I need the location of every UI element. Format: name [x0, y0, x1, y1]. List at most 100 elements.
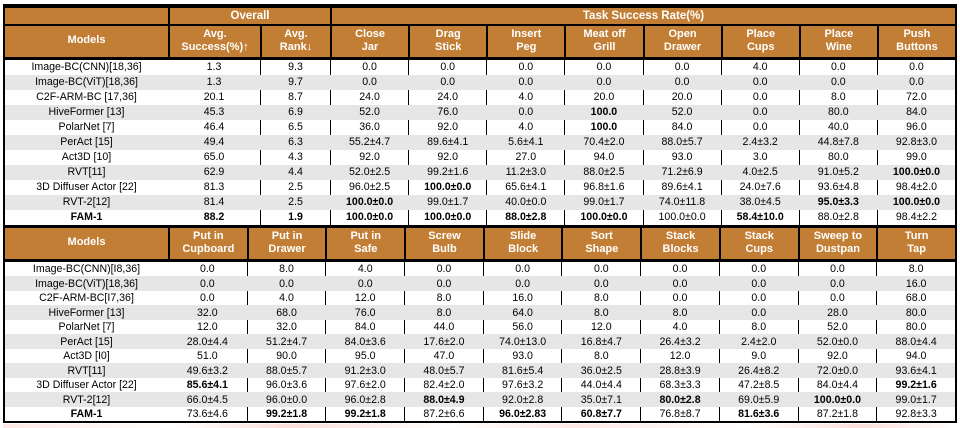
- value-cell: 66.0±4.5: [186, 393, 228, 406]
- value-cell: 84.0: [906, 106, 927, 119]
- value-cell: 1.9: [260, 209, 330, 225]
- model-name-cell: Act3D [I0]: [63, 350, 110, 363]
- value-cell: 70.4±2.0: [583, 136, 625, 149]
- value-cell: 88.0±2.8: [486, 209, 564, 225]
- model-name-cell: PerAct [15]: [60, 335, 113, 348]
- table-row: Act3D [I0] 51.0 90.0 95.0 47.0 93.0 8.0 12.0 9.0…: [5, 348, 955, 364]
- value-cell: 0.0: [798, 59, 877, 75]
- value-cell: 100.0: [590, 106, 618, 119]
- column-header: Close Jar: [330, 26, 409, 57]
- table-row: HiveFormer [13] 32.0 68.0 76.0 8.0 64.0 8.0 8.0…: [5, 305, 955, 320]
- value-cell: 8.0: [561, 348, 640, 364]
- value-cell: 32.0: [197, 306, 218, 319]
- value-cell: 93.6±4.1: [895, 364, 937, 377]
- value-cell: 0.0: [561, 261, 640, 277]
- table-row: PerAct [15] 28.0±4.4 51.2±4.7 84.0±3.6 17.6±…: [5, 334, 955, 349]
- column-header: Push Buttons: [876, 26, 955, 57]
- value-cell: 96.0±2.5: [330, 179, 408, 195]
- column-header: Insert Peg: [486, 26, 565, 57]
- value-cell: 84.0±4.4: [797, 377, 877, 393]
- value-cell: 4.0: [640, 319, 719, 335]
- value-cell: 0.0: [357, 277, 373, 290]
- value-cell: 0.0: [330, 59, 408, 75]
- value-cell: 94.0: [876, 348, 955, 364]
- value-cell: 84.0±3.6: [344, 335, 386, 348]
- value-cell: 62.9: [203, 166, 225, 179]
- value-cell: 92.0: [330, 149, 408, 165]
- value-cell: 0.0: [593, 277, 609, 290]
- value-cell: 51.2±4.7: [265, 335, 308, 348]
- value-cell: 47.2±8.5: [718, 377, 798, 393]
- table-row: RVT-2[12] 81.4 2.5 100.0±0.0 99.0±1.7 40.0±0.…: [5, 194, 955, 210]
- value-cell: 65.6±4.1: [486, 179, 564, 195]
- value-cell: 0.0: [404, 261, 483, 277]
- value-cell: 74.0±11.8: [658, 196, 706, 209]
- value-cell: 46.4: [203, 121, 225, 134]
- table-section-top: Overall Task Success Rate(%) Models Avg.…: [5, 8, 955, 225]
- value-cell: 71.2±6.9: [661, 166, 703, 179]
- value-cell: 0.0: [640, 290, 719, 306]
- table-row: 3D Diffuser Actor [22] 85.6±4.1 96.0±3.6 97…: [5, 377, 955, 393]
- value-cell: 100.0: [564, 119, 642, 135]
- value-cell: 96.0±2.83: [482, 406, 562, 422]
- column-header: Place Wine: [798, 26, 877, 57]
- model-name-cell: C2F-ARM-BC[I7,36]: [39, 292, 134, 305]
- value-cell: 99.0±1.7: [583, 196, 625, 209]
- header-row-top: Models Avg. Success(%)↑ Avg. Rank↓ Close J…: [5, 26, 955, 60]
- value-cell: 76.8±8.7: [640, 406, 719, 422]
- value-cell: 0.0: [482, 261, 562, 277]
- value-cell: 16.0: [905, 277, 927, 290]
- table-row: Image-BC(ViT)[18,36] 1.3 9.7 0.0 0.0 0.0 0.0 0.…: [5, 74, 955, 90]
- value-cell: 8.0: [561, 290, 640, 306]
- value-cell: 88.0±5.7: [661, 136, 703, 149]
- value-cell: 8.0: [593, 306, 609, 319]
- value-cell: 99.0±1.7: [895, 393, 937, 406]
- value-cell: 4.3: [260, 149, 330, 165]
- value-cell: 88.2: [203, 211, 225, 224]
- value-cell: 0.0: [797, 290, 877, 306]
- value-cell: 0.0: [199, 292, 215, 305]
- value-cell: 0.0: [362, 76, 377, 89]
- value-cell: 85.6±4.1: [186, 379, 228, 392]
- value-cell: 26.4±3.2: [659, 335, 701, 348]
- value-cell: 96.8±1.6: [564, 179, 642, 195]
- column-header: Place Cups: [720, 26, 799, 57]
- value-cell: 93.0: [482, 348, 562, 364]
- value-cell: 55.2±4.7: [348, 136, 391, 149]
- model-name-cell: PolarNet [7]: [58, 121, 115, 134]
- value-cell: 28.8±3.9: [659, 364, 701, 377]
- value-cell: 24.0: [330, 89, 408, 105]
- value-cell: 97.6±3.2: [482, 377, 562, 393]
- value-cell: 100.0±0.0: [892, 196, 940, 209]
- value-cell: 56.0: [482, 319, 562, 335]
- value-cell: 8.0: [876, 261, 955, 277]
- value-cell: 81.4: [203, 196, 225, 209]
- value-cell: 3.0: [720, 149, 799, 165]
- value-cell: 0.0: [797, 261, 877, 277]
- value-cell: 0.0: [436, 277, 452, 290]
- value-cell: 68.0: [876, 290, 955, 306]
- value-cell: 45.3: [203, 106, 225, 119]
- table-body-top: Image-BC(CNN)[18,36] 1.3 9.3 0.0 0.0 0.0 0.0 0.…: [5, 59, 955, 225]
- table-row: 3D Diffuser Actor [22] 81.3 2.5 96.0±2.5 100…: [5, 179, 955, 195]
- value-cell: 96.0±0.0: [265, 393, 308, 406]
- value-cell: 2.5: [288, 196, 303, 209]
- table-row: C2F-ARM-BC[I7,36] 0.0 4.0 12.0 8.0 16.0 8.0 0.0…: [5, 290, 955, 306]
- table-row: Act3D [10] 65.0 4.3 92.0 92.0 27.0 94.0 93.0 3.0…: [5, 149, 955, 165]
- value-cell: 0.0: [876, 59, 955, 75]
- table-row: Image-BC(ViT)[18,36] 0.0 0.0 0.0 0.0 0.0 0.0 0.…: [5, 276, 955, 291]
- value-cell: 12.0: [197, 321, 218, 334]
- value-cell: 20.0: [642, 89, 721, 105]
- value-cell: 58.4±10.0: [720, 209, 799, 225]
- value-cell: 99.2±1.6: [876, 377, 955, 393]
- value-cell: 8.0: [404, 290, 483, 306]
- value-cell: 92.0: [408, 119, 486, 135]
- value-cell: 51.0: [197, 350, 218, 363]
- value-cell: 36.0±2.5: [580, 364, 622, 377]
- value-cell: 76.0: [437, 106, 458, 119]
- value-cell: 52.0: [797, 319, 877, 335]
- column-header: Screw Bulb: [404, 227, 483, 259]
- value-cell: 100.0±0.0: [408, 209, 486, 225]
- value-cell: 28.0±4.4: [186, 335, 228, 348]
- banner-task-success-rate: Task Success Rate(%): [330, 8, 955, 24]
